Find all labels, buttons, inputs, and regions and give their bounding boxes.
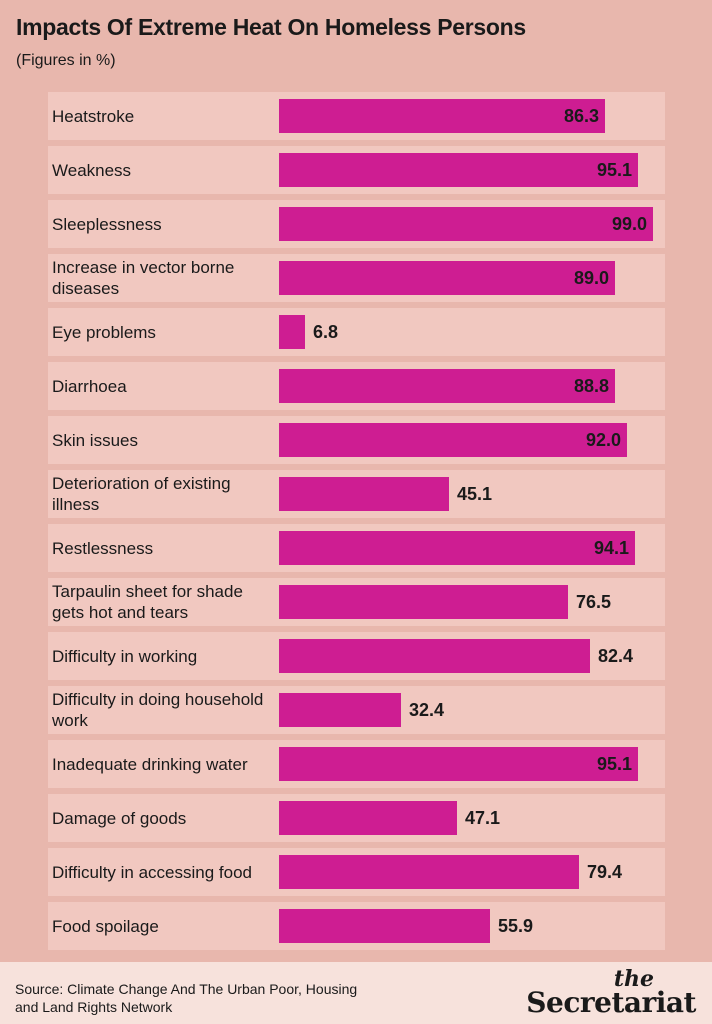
category-label: Restlessness	[52, 538, 154, 558]
bar	[279, 531, 635, 565]
bar	[279, 153, 638, 187]
source-note: Source: Climate Change And The Urban Poo…	[15, 981, 358, 1015]
chart-row: Increase in vector borne diseases 89.0	[48, 254, 665, 302]
bar	[279, 207, 653, 241]
value-label: 45.1	[457, 483, 493, 504]
value-label: 89.0	[573, 267, 609, 288]
bar-chart: Heatstroke 86.3 Weakness 95.1 Sleeplessness 9…	[48, 92, 665, 952]
chart-row: Deterioration of existing illness 45.1	[48, 470, 665, 518]
chart-title: Impacts Of Extreme Heat On Homeless Pers…	[16, 14, 526, 40]
bar	[279, 693, 401, 727]
value-label: 95.1	[596, 753, 632, 774]
category-label: Skin issues	[52, 430, 138, 450]
chart-row: Food spoilage 55.9	[48, 902, 665, 950]
value-label: 86.3	[563, 105, 599, 126]
category-label: Damage of goods	[52, 808, 187, 828]
chart-row: Difficulty in working 82.4	[48, 632, 665, 680]
chart-row: Heatstroke 86.3	[48, 92, 665, 140]
value-label: 94.1	[593, 537, 629, 558]
chart-row: Difficulty in doing household work 32.4	[48, 686, 665, 734]
category-label: Eye problems	[52, 322, 156, 342]
chart-row: Skin issues 92.0	[48, 416, 665, 464]
value-label: 55.9	[498, 915, 534, 936]
bar	[279, 477, 449, 511]
value-label: 82.4	[598, 645, 634, 666]
bar	[279, 585, 568, 619]
bar	[279, 909, 490, 943]
chart-row: Eye problems 6.8	[48, 308, 665, 356]
value-label: 76.5	[576, 591, 612, 612]
chart-row: Inadequate drinking water 95.1	[48, 740, 665, 788]
value-label: 92.0	[585, 429, 621, 450]
bar	[279, 855, 579, 889]
logo-the: the	[613, 966, 654, 992]
logo-secretariat: Secretariat	[526, 986, 696, 1019]
value-label: 99.0	[611, 213, 647, 234]
chart-row: Restlessness 94.1	[48, 524, 665, 572]
value-label: 79.4	[587, 861, 623, 882]
chart-row: Sleeplessness 99.0	[48, 200, 665, 248]
category-label: Deterioration of existing illness	[52, 474, 231, 514]
bar	[279, 747, 638, 781]
bar	[279, 261, 615, 295]
category-label: Sleeplessness	[52, 214, 162, 234]
category-label: Tarpaulin sheet for shade gets hot and t…	[52, 582, 243, 622]
chart-row: Weakness 95.1	[48, 146, 665, 194]
category-label: Weakness	[52, 160, 132, 180]
category-label: Diarrhoea	[52, 376, 127, 396]
category-label: Inadequate drinking water	[52, 754, 248, 774]
chart-subtitle: (Figures in %)	[16, 52, 116, 69]
value-label: 32.4	[409, 699, 445, 720]
value-label: 47.1	[465, 807, 501, 828]
value-label: 95.1	[596, 159, 632, 180]
bar	[279, 639, 590, 673]
chart-row: Tarpaulin sheet for shade gets hot and t…	[48, 578, 665, 626]
value-label: 88.8	[573, 375, 609, 396]
category-label: Increase in vector borne diseases	[52, 258, 235, 298]
footer: Source: Climate Change And The Urban Poo…	[0, 962, 712, 1024]
bar	[279, 99, 605, 133]
chart-row: Diarrhoea 88.8	[48, 362, 665, 410]
category-label: Difficulty in accessing food	[52, 862, 253, 882]
bar	[279, 315, 305, 349]
category-label: Heatstroke	[52, 106, 135, 126]
category-label: Difficulty in doing household work	[52, 690, 264, 730]
category-label: Food spoilage	[52, 916, 159, 936]
bar	[279, 423, 627, 457]
chart-row: Difficulty in accessing food 79.4	[48, 848, 665, 896]
bar	[279, 369, 615, 403]
chart-row: Damage of goods 47.1	[48, 794, 665, 842]
bar	[279, 801, 457, 835]
category-label: Difficulty in working	[52, 646, 198, 666]
value-label: 6.8	[313, 321, 339, 342]
